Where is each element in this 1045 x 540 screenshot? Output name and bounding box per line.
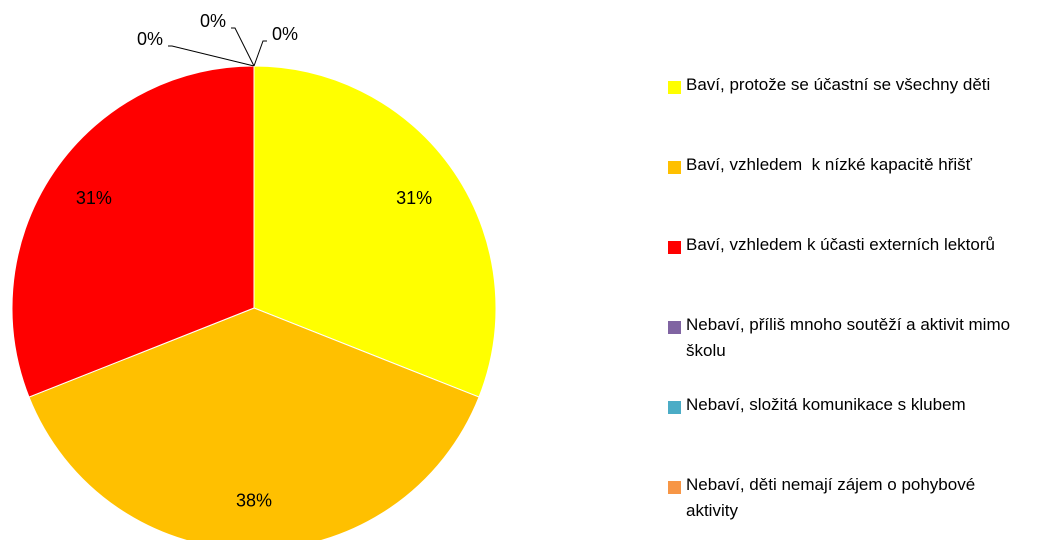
pie-slice [11,65,255,398]
legend-item: Baví, protože se účastní se všechny děti [668,75,1028,98]
legend-swatch [668,161,681,174]
legend-item: Nebaví, děti nemají zájem o pohybové akt… [668,475,1028,524]
pie-slice [28,307,480,540]
legend-label: Baví, vzhledem k nízké kapacitě hřišť [686,155,973,174]
legend-label: Nebaví, složitá komunikace s klubem [686,395,966,414]
legend-swatch [668,81,681,94]
legend-label: Nebaví, příliš mnoho soutěží a aktivit m… [686,315,1015,360]
legend-label: Baví, protože se účastní se všechny děti [686,75,991,94]
leader-line [253,40,267,67]
leader-line [168,45,255,67]
data-label: 0% [200,11,226,31]
legend-item: Nebaví, složitá komunikace s klubem [668,395,1028,418]
legend-label: Baví, vzhledem k účasti externích lektor… [686,235,995,254]
legend-item: Baví, vzhledem k účasti externích lektor… [668,235,1028,258]
legend-label: Nebaví, děti nemají zájem o pohybové akt… [686,475,980,520]
pie-slice [253,65,497,398]
legend-item: Nebaví, příliš mnoho soutěží a aktivit m… [668,315,1028,364]
legend-swatch [668,321,681,334]
legend-swatch [668,241,681,254]
data-label: 38% [236,490,272,510]
leader-line [231,27,255,67]
data-label: 0% [272,24,298,44]
legend-swatch [668,481,681,494]
data-label: 0% [137,29,163,49]
legend-item: Baví, vzhledem k nízké kapacitě hřišť [668,155,1028,178]
legend-swatch [668,401,681,414]
data-label: 31% [76,188,112,208]
data-label: 31% [396,188,432,208]
